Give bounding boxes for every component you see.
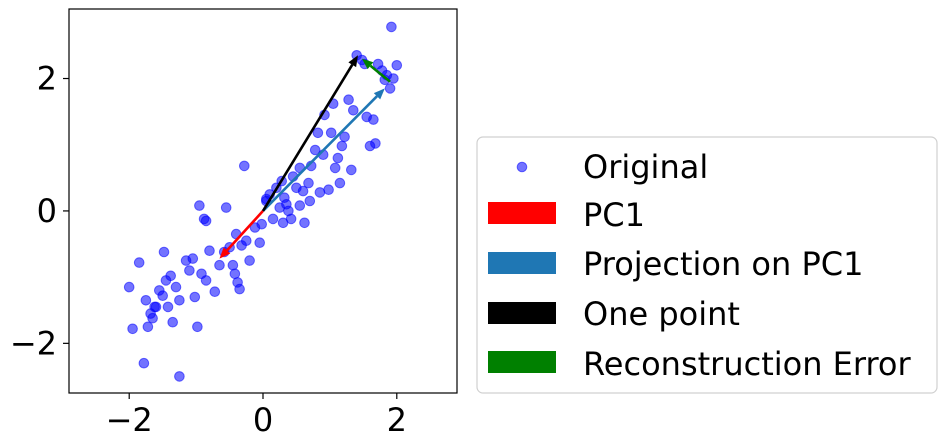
scatter-point — [384, 83, 396, 94]
scatter-point — [256, 218, 268, 230]
scatter-point — [370, 138, 381, 149]
scatter-point — [241, 235, 252, 246]
legend-patch-projection — [488, 252, 556, 274]
scatter-point — [294, 200, 306, 211]
arrow-head — [362, 58, 374, 70]
scatter-point — [200, 275, 212, 286]
legend-patch-pc1 — [488, 202, 556, 224]
scatter-point — [299, 217, 310, 229]
scatter-point — [239, 160, 250, 172]
scatter-point — [329, 162, 341, 174]
scatter-point — [158, 246, 170, 258]
scatter-point — [127, 323, 138, 335]
scatter-point — [281, 199, 292, 210]
x-tick-label: −2 — [106, 401, 153, 439]
scatter-point — [346, 164, 357, 176]
legend-patch-one-point — [488, 302, 556, 324]
arrow-shaft — [225, 210, 264, 252]
scatter-point — [339, 131, 350, 143]
scatter-point — [174, 371, 185, 382]
one-point-arrow — [261, 55, 358, 212]
legend-label-reconstruction-error: Reconstruction Error — [583, 345, 912, 383]
scatter-point — [312, 127, 324, 139]
y-tick-label: −2 — [10, 324, 57, 362]
scatter-point — [267, 213, 279, 225]
y-tick-label: 0 — [37, 192, 57, 230]
scatter-point — [192, 321, 203, 333]
arrow-head — [373, 88, 385, 100]
scatter-point — [140, 295, 152, 306]
arrow-head — [219, 247, 231, 259]
scatter-point — [297, 185, 309, 197]
scatter-point — [194, 200, 205, 211]
scatter-point — [165, 270, 176, 282]
reconstruction-error-arrow — [362, 58, 391, 83]
arrow-shaft — [369, 64, 391, 83]
scatter-point — [314, 187, 326, 198]
arrow-head — [348, 55, 358, 68]
legend: Original PC1 Projection on PC1 One point… — [476, 136, 938, 394]
scatter-point — [123, 281, 135, 293]
scatter-point — [162, 301, 174, 313]
scatter-point — [303, 177, 314, 189]
y-tick-label: 2 — [37, 60, 57, 98]
axis-ticks-layer: −2 0 2 −2 0 2 — [10, 60, 407, 439]
scatter-point — [244, 255, 255, 266]
pc1-arrow — [219, 210, 264, 259]
legend-patch-reconstruction-error — [488, 351, 556, 373]
scatter-point — [323, 184, 334, 195]
scatter-point — [167, 316, 178, 328]
scatter-point — [220, 202, 232, 213]
scatter-point — [147, 312, 158, 324]
scatter-point — [277, 217, 289, 229]
scatter-point — [189, 291, 201, 303]
scatter-point — [332, 152, 344, 164]
legend-frame — [476, 136, 938, 394]
scatter-point — [391, 60, 403, 71]
scatter-point — [309, 144, 321, 156]
legend-marker-original — [516, 161, 528, 173]
arrows-layer — [219, 55, 391, 259]
legend-label-projection: Projection on PC1 — [583, 245, 863, 283]
scatter-point — [170, 281, 182, 293]
scatter-point — [142, 321, 154, 333]
scatter-point — [204, 245, 215, 256]
scatter-point — [325, 127, 337, 139]
scatter-point — [254, 237, 266, 248]
legend-label-pc1: PC1 — [583, 196, 645, 234]
scatter-point — [227, 259, 239, 271]
scatter-point — [386, 21, 397, 33]
scatter-point — [138, 357, 150, 369]
arrow-shaft — [261, 64, 354, 212]
x-tick-label: 0 — [253, 401, 273, 439]
scatter-point — [304, 195, 316, 207]
projection-arrow — [262, 88, 385, 212]
scatter-point — [334, 177, 346, 189]
legend-label-one-point: One point — [583, 295, 740, 333]
x-tick-label: 2 — [387, 401, 407, 439]
scatter-points-layer — [123, 21, 403, 382]
scatter-point — [174, 295, 185, 306]
scatter-point — [343, 94, 354, 105]
scatter-point — [336, 140, 348, 152]
scatter-point — [209, 286, 221, 298]
scatter-point — [157, 290, 168, 302]
scatter-point — [198, 213, 210, 225]
scatter-point — [234, 283, 245, 295]
scatter-point — [184, 265, 195, 276]
scatter-point — [368, 114, 379, 125]
scatter-point — [187, 253, 199, 264]
scatter-point — [214, 259, 225, 271]
scatter-point — [348, 105, 359, 116]
arrow-shaft — [262, 95, 378, 212]
scatter-point — [133, 257, 145, 268]
legend-label-original: Original — [583, 148, 708, 186]
scatter-point — [149, 301, 160, 313]
